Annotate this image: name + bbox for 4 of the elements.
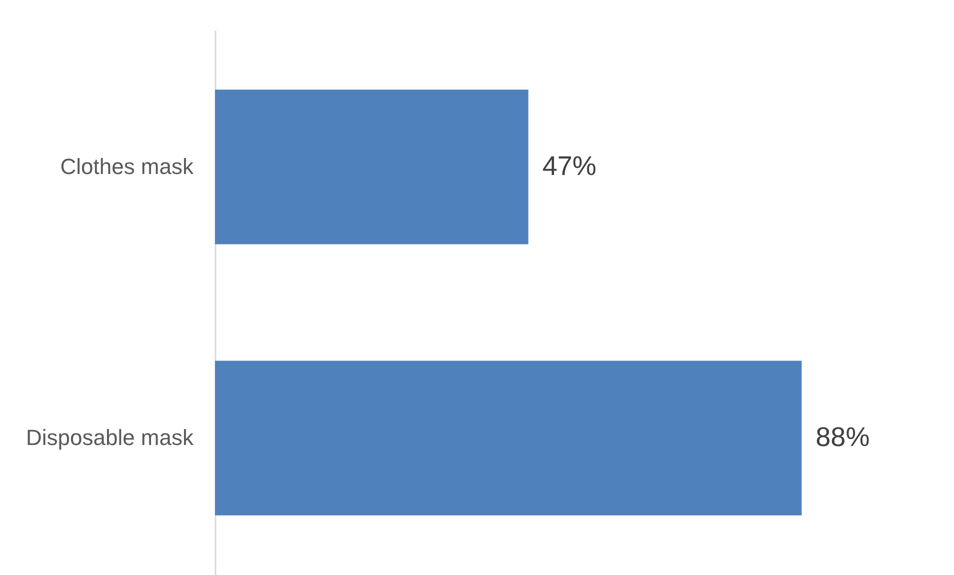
y-tick-label: Disposable mask <box>26 425 194 450</box>
y-tick-label: Clothes mask <box>60 154 194 179</box>
data-label: 88% <box>816 422 870 452</box>
data-label: 47% <box>542 150 596 181</box>
